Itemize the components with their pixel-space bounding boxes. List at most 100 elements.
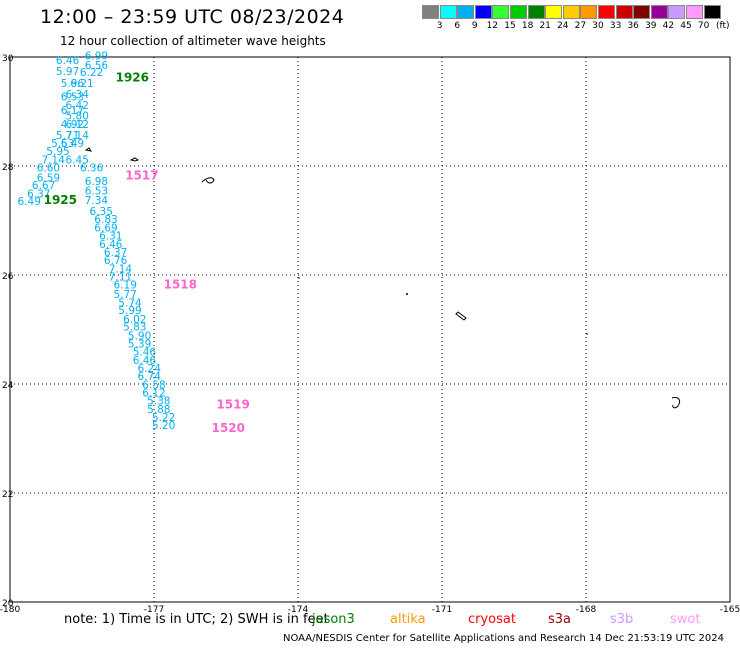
wave-height-label: 7.14: [42, 154, 66, 166]
chart-title: 12:00 – 23:59 UTC 08/23/2024: [40, 6, 345, 28]
colorbar-label: 21: [539, 21, 551, 31]
x-tick-label: -171: [432, 605, 452, 612]
wave-height-label: 5.53: [51, 138, 74, 150]
island-outline: [84, 147, 93, 152]
wave-height-label: 7.34: [85, 195, 109, 207]
pass-time-label: 1925: [44, 193, 77, 207]
colorbar-label: 6: [454, 21, 461, 31]
wave-height-label: 5.90: [128, 330, 151, 342]
wave-height-label: 6.24: [138, 363, 162, 375]
wave-height-label: 6.17: [61, 105, 84, 117]
x-tick-label: -165: [720, 605, 740, 612]
wave-height-label: 7.14: [109, 263, 133, 275]
wave-height-label: 6.59: [37, 172, 60, 184]
colorbar-swatch: [492, 5, 510, 19]
colorbar-swatch: [562, 5, 580, 19]
colorbar-unit: (ft): [716, 21, 730, 31]
wave-height-label: 6.49: [18, 196, 41, 208]
wave-height-label: 5.74: [118, 298, 142, 310]
wave-height-label: 5.71: [56, 130, 79, 142]
wave-height-label: 6.36: [80, 162, 104, 174]
wave-height-label: 6.99: [85, 51, 108, 63]
wave-height-label: 6.37: [104, 247, 127, 259]
colorbar-label: 33: [609, 21, 622, 31]
colorbar-swatch: [457, 5, 475, 19]
pass-time-label: 1518: [164, 278, 197, 292]
colorbar-swatch: [703, 5, 721, 19]
wave-height-label: 6.56: [85, 60, 109, 72]
chart-subtitle: 12 hour collection of altimeter wave hei…: [60, 34, 326, 48]
mission-cryosat: cryosat: [468, 612, 516, 627]
wave-height-label: 6.37: [27, 189, 50, 201]
x-tick-label: -174: [288, 605, 309, 612]
source-credit: NOAA/NESDIS Center for Satellite Applica…: [282, 633, 724, 644]
wave-height-label: 5.77: [114, 289, 137, 301]
island-outline: [129, 157, 140, 162]
wave-height-label: 6.98: [85, 176, 108, 188]
wave-height-label: 6.35: [90, 206, 113, 218]
wave-height-label: 6.74: [138, 371, 162, 383]
y-tick-label: 28: [2, 163, 14, 173]
colorbar-label: 15: [504, 21, 516, 31]
colorbar-swatch: [686, 5, 703, 19]
wave-height-label: 5.39: [128, 338, 151, 350]
y-tick-label: 24: [2, 381, 14, 391]
wave-height-label: 5.38: [147, 396, 170, 408]
wave-height-label: 5.80: [66, 111, 89, 123]
colorbar-label: 42: [662, 21, 675, 31]
y-tick-label: 26: [2, 272, 14, 282]
wave-height-label: 6.12: [66, 119, 89, 131]
colorbar-swatch: [615, 5, 633, 19]
colorbar-label: 3: [436, 21, 443, 31]
wave-height-label: 5.95: [46, 146, 69, 158]
colorbar-label: 45: [680, 21, 692, 31]
wave-height-label: 6.02: [123, 314, 146, 326]
wave-height-label: 6.46: [99, 239, 123, 251]
wave-height-label: 5.88: [147, 404, 170, 416]
colorbar-swatch: [580, 5, 598, 19]
wave-height-label: 6.31: [99, 231, 122, 243]
wave-height-label: 5.46: [133, 347, 157, 359]
pass-time-label: 1926: [116, 71, 149, 85]
colorbar-swatch: [510, 5, 527, 19]
colorbar-swatch: [439, 5, 457, 19]
wave-height-label: 6.53: [61, 92, 84, 104]
wave-height-label: 5.97: [56, 66, 79, 78]
wave-height-label: 6.12: [142, 388, 165, 400]
wave-height-label: 5.99: [118, 305, 141, 317]
footer-note: note: 1) Time is in UTC; 2) SWH is in fe…: [64, 612, 329, 627]
wave-height-label: 5.96: [61, 78, 85, 90]
colorbar-swatch: [474, 5, 492, 19]
colorbar-swatch: [650, 5, 668, 19]
colorbar-label: 9: [471, 21, 478, 31]
y-tick-label: 22: [2, 490, 13, 500]
plot-frame: [9, 56, 731, 603]
colorbar-swatch: [633, 5, 651, 19]
mission-s3b: s3b: [610, 612, 634, 627]
wave-height-label: 6.21: [70, 78, 93, 90]
island-outline: [201, 177, 215, 184]
wave-height-label: 7.11: [109, 271, 132, 283]
colorbar-label: 36: [627, 21, 639, 31]
mission-s3a: s3a: [548, 612, 572, 627]
wave-height-label: 7.14: [66, 130, 90, 142]
mission-swot: swot: [670, 612, 701, 627]
x-tick-label: -180: [0, 605, 20, 612]
mission-jason3: jason3: [312, 612, 355, 627]
wave-height-label: 6.46: [133, 355, 157, 367]
wave-height-label: 6.67: [32, 180, 55, 192]
y-tick-label: 30: [2, 54, 14, 64]
colorbar-label: 70: [697, 21, 710, 31]
island-outline: [455, 311, 467, 321]
colorbar-swatch: [668, 5, 686, 19]
colorbar-swatch: [527, 5, 545, 19]
colorbar-swatch: [422, 5, 439, 19]
island-dot: [586, 333, 588, 335]
y-tick-label: 20: [2, 599, 14, 609]
pass-time-label: 1520: [212, 421, 245, 435]
island-dot: [406, 293, 408, 295]
wave-height-label: 6.45: [66, 154, 89, 166]
wave-height-label: 6.83: [94, 214, 117, 226]
wave-height-label: 6.42: [66, 100, 89, 112]
colorbar-swatch: [545, 5, 563, 19]
